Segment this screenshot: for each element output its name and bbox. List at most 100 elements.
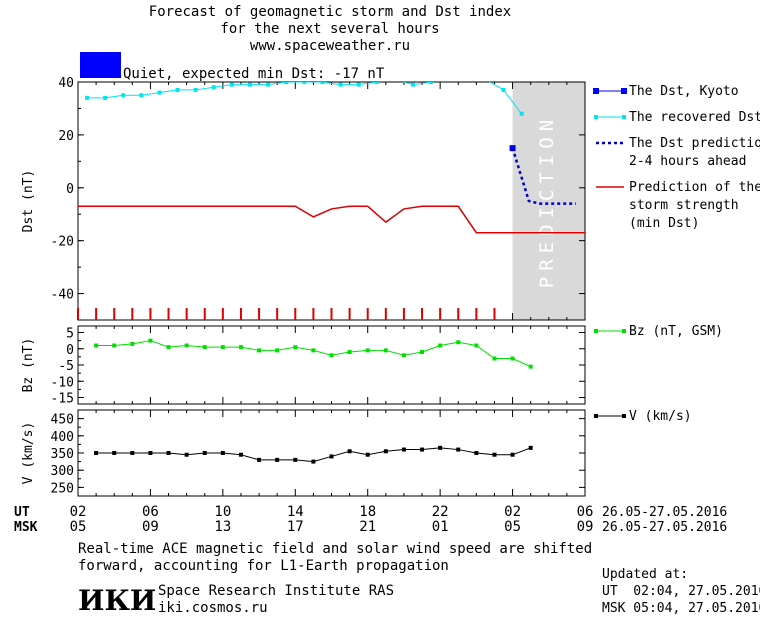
data-point-the-recovered-dst [429, 82, 434, 84]
legend-label-prediction-of-the: Prediction of the [629, 180, 760, 195]
data-point-the-recovered-dst [501, 87, 506, 92]
legend-label-v-km-s: V (km/s) [629, 409, 692, 424]
data-point-bz-nt-gsm [130, 341, 135, 346]
y-tick-label-bz: -5 [58, 359, 74, 374]
series-line-prediction-of-the [78, 205, 585, 234]
legend-marker-v-km-s [594, 414, 598, 418]
data-point-bz-nt-gsm [474, 343, 479, 348]
ut-tick-label: 14 [287, 504, 304, 520]
y-tick-label-dst: 20 [58, 129, 74, 144]
data-point-the-recovered-dst [139, 93, 144, 98]
legend-marker-bz-nt-gsm [622, 329, 626, 333]
data-point-bz-nt-gsm [456, 340, 461, 345]
msk-tick-label: 01 [432, 519, 449, 535]
data-point-the-recovered-dst [374, 82, 379, 84]
data-point-bz-nt-gsm [528, 364, 533, 369]
data-point-bz-nt-gsm [94, 343, 99, 348]
data-point-bz-nt-gsm [202, 345, 207, 350]
legend-label-prediction-of-the: storm strength [629, 198, 739, 213]
y-tick-label-dst: 0 [66, 182, 74, 197]
data-point-bz-nt-gsm [238, 345, 243, 350]
data-point-the-recovered-dst [410, 82, 415, 87]
chart-title-line-3: www.spaceweather.ru [249, 38, 411, 54]
data-point-bz-nt-gsm [438, 343, 443, 348]
data-point-the-recovered-dst [284, 82, 289, 84]
data-point-the-recovered-dst [157, 90, 162, 95]
data-point-bz-nt-gsm [383, 348, 388, 353]
updated-msk: MSK 05:04, 27.05.2016 [602, 601, 760, 616]
ut-tick-label: 02 [504, 504, 521, 520]
y-tick-label-speed: 300 [51, 464, 74, 479]
data-point-the-recovered-dst [447, 77, 451, 81]
y-tick-label-bz: -10 [51, 375, 74, 390]
legend-label-the-recovered-dst: The recovered Dst [629, 110, 760, 125]
legend-marker-the-recovered-dst [594, 115, 598, 119]
msk-tick-label: 05 [70, 519, 87, 535]
msk-row-label: MSK [14, 520, 38, 535]
institute-name: Space Research Institute RAS [158, 583, 395, 599]
legend-label-bz-nt-gsm: Bz (nT, GSM) [629, 324, 723, 339]
msk-tick-label: 09 [577, 519, 594, 535]
y-tick-label-speed: 400 [51, 430, 74, 445]
status-swatch [80, 52, 121, 78]
legend-marker-the-dst-kyoto [621, 88, 627, 94]
legend-label-the-dst-prediction: The Dst prediction [629, 136, 760, 151]
series-line-bz-nt-gsm [96, 340, 531, 368]
data-point-v-km-s [438, 445, 443, 450]
data-point-bz-nt-gsm [347, 350, 352, 354]
msk-tick-label: 05 [504, 519, 521, 535]
legend-marker-bz-nt-gsm [594, 329, 598, 333]
data-point-v-km-s [94, 451, 99, 455]
msk-tick-label: 17 [287, 519, 304, 535]
data-point-v-km-s [220, 451, 225, 455]
data-point-bz-nt-gsm [365, 348, 370, 353]
panel-frame-dst [77, 81, 586, 321]
chart-title-line-1: Forecast of geomagnetic storm and Dst in… [148, 4, 512, 20]
data-point-bz-nt-gsm [148, 338, 153, 343]
ut-tick-label: 06 [142, 504, 159, 520]
data-point-bz-nt-gsm [492, 356, 497, 361]
data-point-bz-nt-gsm [184, 343, 189, 348]
status-text: Quiet, expected min Dst: -17 nT [123, 66, 385, 82]
data-point-the-recovered-dst [211, 85, 216, 90]
data-point-v-km-s [420, 447, 425, 452]
msk-tick-label: 21 [359, 519, 376, 535]
y-tick-label-dst: -40 [51, 288, 74, 303]
data-point-bz-nt-gsm [293, 345, 298, 350]
series-group-bz [94, 338, 533, 369]
data-point-v-km-s [365, 452, 370, 457]
ut-tick-label: 10 [214, 504, 231, 520]
data-point-the-recovered-dst [483, 77, 487, 81]
data-point-v-km-s [130, 451, 135, 455]
updated-ut: UT 02:04, 27.05.2016 [602, 584, 760, 599]
y-tick-label-speed: 250 [51, 481, 74, 496]
description-line-2: forward, accounting for L1-Earth propaga… [78, 558, 449, 574]
data-point-the-recovered-dst [175, 87, 180, 92]
y-axis-label-speed: V (km/s) [21, 422, 36, 485]
y-tick-label-bz: -15 [51, 392, 74, 407]
data-point-v-km-s [474, 451, 479, 455]
chart-title-line-2: for the next several hours [220, 21, 440, 37]
legend-marker-the-dst-kyoto [593, 88, 599, 94]
msk-tick-label: 09 [142, 519, 159, 535]
msk-tick-label: 13 [214, 519, 231, 535]
data-point-v-km-s [528, 445, 533, 450]
data-point-the-recovered-dst [393, 77, 397, 81]
data-point-v-km-s [238, 452, 243, 457]
data-point-v-km-s [257, 457, 262, 462]
data-point-the-recovered-dst [266, 82, 271, 87]
data-point-the-recovered-dst [121, 93, 126, 98]
data-point-v-km-s [383, 449, 388, 454]
data-point-the-recovered-dst [338, 82, 343, 87]
y-tick-label-dst: -20 [51, 235, 74, 250]
data-point-bz-nt-gsm [166, 345, 171, 350]
data-point-bz-nt-gsm [112, 343, 117, 348]
data-point-v-km-s [401, 447, 406, 452]
data-point-v-km-s [347, 449, 352, 454]
data-point-the-recovered-dst [302, 82, 307, 84]
prediction-band-label: PREDICTION [536, 114, 558, 288]
data-point-v-km-s [112, 451, 117, 455]
data-point-v-km-s [456, 447, 461, 452]
prediction-band [512, 82, 585, 320]
